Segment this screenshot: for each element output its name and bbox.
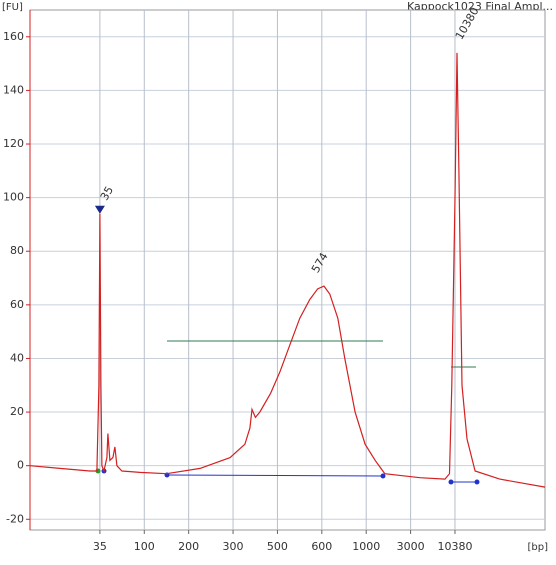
y-tick-label: -20 bbox=[6, 512, 24, 525]
x-tick-label: 200 bbox=[178, 540, 199, 553]
region-baseline bbox=[166, 474, 384, 477]
trace bbox=[29, 52, 546, 488]
peak-marker bbox=[94, 205, 105, 214]
x-tick-label: 600 bbox=[311, 540, 332, 553]
region-handle bbox=[448, 479, 454, 485]
x-tick-label: 10380 bbox=[437, 540, 472, 553]
x-axis-label: [bp] bbox=[528, 542, 549, 553]
y-tick-label: 80 bbox=[10, 244, 24, 257]
y-tick-label: 40 bbox=[10, 351, 24, 364]
y-tick-label: 140 bbox=[3, 83, 24, 96]
y-tick-label: 120 bbox=[3, 137, 24, 150]
y-tick-label: 20 bbox=[10, 405, 24, 418]
y-tick-label: 100 bbox=[3, 191, 24, 204]
y-tick-label: 160 bbox=[3, 30, 24, 43]
region-handle bbox=[380, 473, 386, 479]
y-tick-label: 0 bbox=[17, 459, 24, 472]
region-handle bbox=[474, 479, 480, 485]
x-tick-label: 300 bbox=[223, 540, 244, 553]
x-tick-label: 35 bbox=[93, 540, 107, 553]
y-tick-label: 60 bbox=[10, 298, 24, 311]
plot-area bbox=[29, 9, 546, 531]
x-tick-label: 500 bbox=[267, 540, 288, 553]
x-tick-label: 100 bbox=[134, 540, 155, 553]
y-axis-label: [FU] bbox=[2, 2, 23, 13]
x-tick-label: 3000 bbox=[397, 540, 425, 553]
peak-label: 35 bbox=[98, 184, 116, 203]
x-tick-label: 1000 bbox=[352, 540, 380, 553]
